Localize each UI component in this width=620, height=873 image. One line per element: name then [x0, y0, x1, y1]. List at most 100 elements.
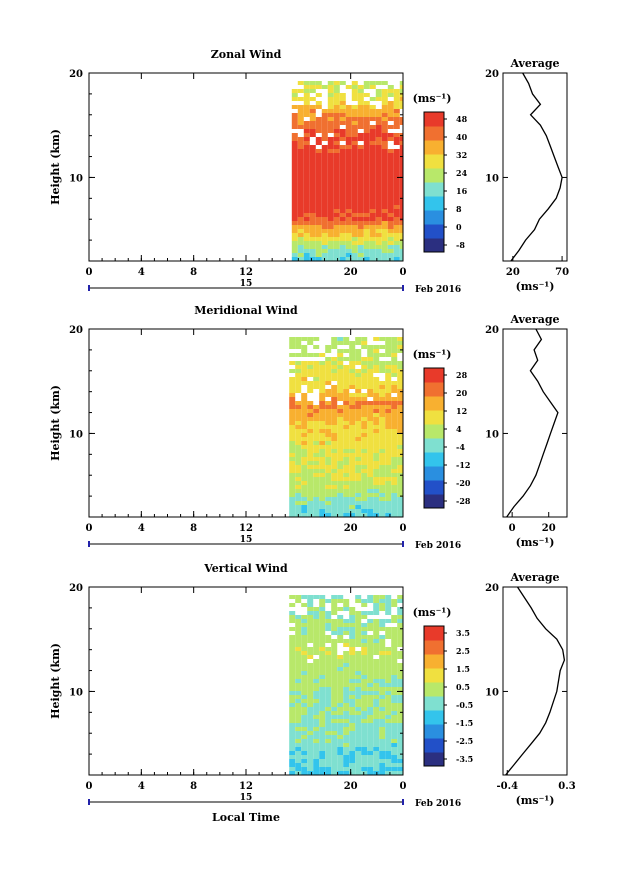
heatmap-cell — [345, 249, 352, 253]
heatmap-cell — [313, 493, 320, 497]
heatmap-cell — [301, 465, 308, 469]
heatmap-cell — [361, 469, 368, 473]
heatmap-cell — [379, 755, 386, 759]
heatmap-cell — [391, 357, 398, 361]
heatmap-cell — [381, 169, 388, 173]
heatmap-cell — [361, 767, 368, 771]
heatmap-cell — [319, 405, 326, 409]
heatmap-cell — [313, 675, 320, 679]
heatmap-cell — [309, 205, 316, 209]
heatmap-cell — [321, 233, 328, 237]
heatmap-cell — [381, 177, 388, 181]
heatmap-cell — [313, 421, 320, 425]
heatmap-cell — [313, 611, 320, 615]
heatmap-cell — [399, 245, 403, 249]
heatmap-cell — [345, 197, 352, 201]
heatmap-cell — [391, 703, 398, 707]
heatmap-cell — [343, 679, 350, 683]
heatmap-cell — [399, 81, 403, 85]
heatmap-cell — [325, 671, 332, 675]
heatmap-cell — [289, 377, 296, 381]
heatmap-cell — [307, 505, 314, 509]
heatmap-cell — [343, 719, 350, 723]
heatmap-cell — [315, 85, 322, 89]
heatmap-cell — [289, 651, 296, 655]
heatmap-cell — [289, 393, 296, 397]
heatmap-cell — [291, 157, 298, 161]
heatmap-cell — [345, 169, 352, 173]
heatmap-cell — [331, 493, 338, 497]
heatmap-cell — [349, 417, 356, 421]
heatmap-cell — [321, 125, 328, 129]
colorbar-swatch — [424, 682, 444, 697]
heatmap-cell — [307, 453, 314, 457]
heatmap-cell — [337, 635, 344, 639]
heatmap-cell — [307, 715, 314, 719]
heatmap-cell — [393, 101, 400, 105]
heatmap-cell — [291, 237, 298, 241]
average-frame — [502, 72, 568, 262]
heatmap-cell — [399, 89, 403, 93]
heatmap-cell — [339, 193, 346, 197]
heatmap-cell — [301, 345, 308, 349]
heatmap-cell — [331, 477, 338, 481]
colorbar-swatch — [424, 466, 444, 481]
heatmap-cell — [379, 639, 386, 643]
heatmap-cell — [367, 437, 374, 441]
heatmap-cell — [397, 771, 403, 775]
heatmap-cell — [373, 357, 380, 361]
heatmap-cell — [385, 477, 392, 481]
heatmap-cell — [349, 655, 356, 659]
heatmap-cell — [319, 433, 326, 437]
heatmap-cell — [391, 381, 398, 385]
heatmap-cell — [399, 153, 403, 157]
heatmap-cell — [397, 663, 403, 667]
heatmap-cell — [309, 209, 316, 213]
heatmap-cell — [339, 189, 346, 193]
heatmap-cell — [363, 153, 370, 157]
heatmap-cell — [319, 719, 326, 723]
heatmap-cell — [363, 181, 370, 185]
heatmap-cell — [355, 683, 362, 687]
heatmap-cell — [373, 365, 380, 369]
heatmap-cell — [357, 197, 364, 201]
heatmap-cell — [289, 421, 296, 425]
heatmap-cell — [297, 205, 304, 209]
heatmap-cell — [373, 381, 380, 385]
heatmap-cell — [319, 615, 326, 619]
heatmap-cell — [327, 205, 334, 209]
heatmap-cell — [361, 627, 368, 631]
heatmap-cell — [325, 715, 332, 719]
heatmap-cell — [313, 683, 320, 687]
heatmap-cell — [369, 197, 376, 201]
heatmap-cell — [309, 149, 316, 153]
heatmap-cell — [349, 405, 356, 409]
heatmap-cell — [319, 373, 326, 377]
heatmap-cell — [331, 751, 338, 755]
heatmap-cell — [331, 457, 338, 461]
heatmap-cell — [333, 125, 340, 129]
heatmap-cell — [307, 719, 314, 723]
heatmap-cell — [349, 481, 356, 485]
heatmap-cell — [387, 149, 394, 153]
heatmap-cell — [343, 365, 350, 369]
heatmap-cell — [351, 249, 358, 253]
heatmap-cell — [367, 505, 374, 509]
heatmap-cell — [369, 241, 376, 245]
heatmap-cell — [309, 173, 316, 177]
heatmap-cell — [385, 675, 392, 679]
heatmap-cell — [295, 437, 302, 441]
heatmap-cell — [349, 711, 356, 715]
heatmap-cell — [357, 113, 364, 117]
heatmap-cell — [369, 117, 376, 121]
heatmap-cell — [355, 429, 362, 433]
heatmap-cell — [361, 449, 368, 453]
heatmap-cell — [319, 683, 326, 687]
heatmap-cell — [355, 747, 362, 751]
heatmap-cell — [391, 469, 398, 473]
heatmap-cell — [333, 169, 340, 173]
colorbar-tick-label: -0.5 — [456, 700, 473, 710]
heatmap-cell — [331, 739, 338, 743]
colorbar-swatch — [424, 738, 444, 753]
heatmap-cell — [337, 465, 344, 469]
